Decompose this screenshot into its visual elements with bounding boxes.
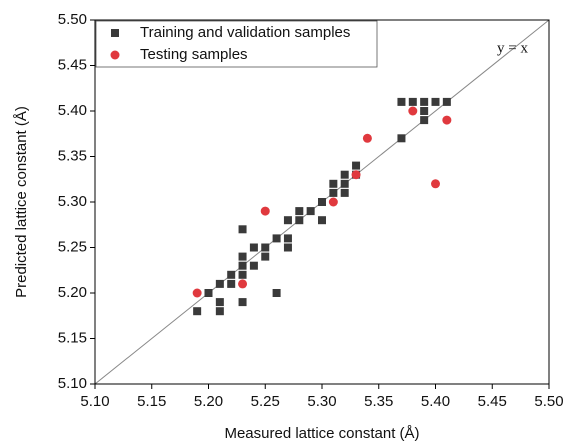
x-tick-label: 5.35 (364, 393, 393, 410)
x-tick-label: 5.20 (194, 393, 223, 410)
point (227, 279, 236, 288)
y-tick-label: 5.45 (58, 56, 87, 73)
point (260, 206, 270, 216)
point (442, 97, 451, 106)
point (238, 252, 247, 261)
point (227, 270, 236, 279)
point (204, 289, 213, 297)
point (420, 97, 429, 106)
point (238, 279, 248, 289)
point (215, 298, 224, 307)
y-tick-label: 5.20 (58, 284, 87, 301)
point (238, 298, 247, 307)
x-axis-label: Measured lattice constant (Å) (224, 425, 419, 442)
y-tick-label: 5.35 (58, 147, 87, 164)
x-tick-label: 5.10 (80, 393, 109, 410)
point (295, 207, 304, 216)
point (431, 97, 440, 106)
point (328, 197, 338, 207)
point (238, 261, 247, 270)
point (272, 234, 281, 243)
y-tick-label: 5.15 (58, 329, 87, 346)
y-tick-label: 5.40 (58, 102, 87, 119)
point (238, 270, 247, 279)
y-tick-label: 5.25 (58, 238, 87, 255)
x-tick-label: 5.45 (478, 393, 507, 410)
point (408, 97, 417, 106)
point (295, 216, 304, 225)
point (249, 261, 258, 270)
x-tick-label: 5.25 (251, 393, 280, 410)
point (351, 170, 361, 180)
y-tick-label: 5.10 (58, 375, 87, 392)
point (306, 207, 315, 216)
point (283, 234, 292, 243)
point (340, 188, 349, 197)
point (215, 307, 224, 316)
point (329, 179, 338, 188)
point (420, 116, 429, 125)
x-tick-label: 5.40 (421, 393, 450, 410)
point (283, 216, 292, 225)
point (397, 97, 406, 106)
legend-marker (110, 50, 120, 60)
legend-marker (111, 29, 119, 37)
y-tick-label: 5.50 (58, 11, 87, 28)
x-tick-label: 5.50 (534, 393, 563, 410)
point (442, 115, 452, 125)
legend-label: Training and validation samples (140, 24, 350, 41)
point (318, 198, 326, 206)
legend-box (95, 20, 378, 68)
point (362, 133, 372, 143)
point (261, 252, 270, 261)
point (192, 288, 202, 298)
point (352, 161, 361, 170)
point (193, 307, 202, 316)
x-tick-label: 5.15 (137, 393, 166, 410)
y-tick-label: 5.30 (58, 193, 87, 210)
point (340, 179, 349, 188)
point (249, 243, 258, 252)
point (420, 107, 429, 115)
plot-frame (94, 19, 550, 385)
point (329, 188, 338, 197)
point (238, 225, 247, 234)
annotation: y = x (497, 40, 528, 56)
point (318, 216, 326, 225)
point (283, 243, 292, 252)
point (261, 243, 270, 252)
legend-label: Testing samples (140, 46, 248, 63)
point (431, 179, 440, 189)
point (397, 134, 406, 143)
y-axis-label: Predicted lattice constant (Å) (13, 106, 30, 298)
point (215, 279, 224, 288)
x-tick-label: 5.30 (307, 393, 336, 410)
point (408, 106, 418, 116)
point (272, 289, 281, 297)
point (340, 170, 349, 179)
